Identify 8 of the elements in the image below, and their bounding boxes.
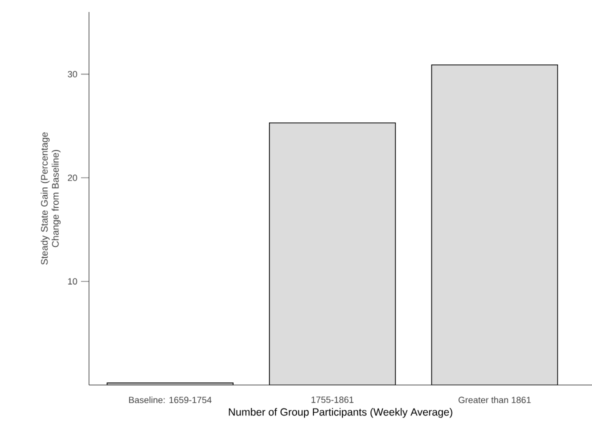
y-tick-label: 20: [68, 174, 78, 181]
y-tick-label: 10: [68, 278, 78, 285]
x-tick-label: 1755-1861: [312, 396, 354, 403]
y-axis-title: Steady State Gain (Percentage Change from Baseline): [40, 132, 61, 265]
y-tick-label: 30: [68, 70, 78, 78]
x-tick-label: Baseline: 1659-1754: [129, 396, 212, 404]
x-axis-title: Number of Group Participants (Weekly Average): [228, 408, 452, 418]
x-tick-label: Greater than 1861: [458, 396, 531, 404]
